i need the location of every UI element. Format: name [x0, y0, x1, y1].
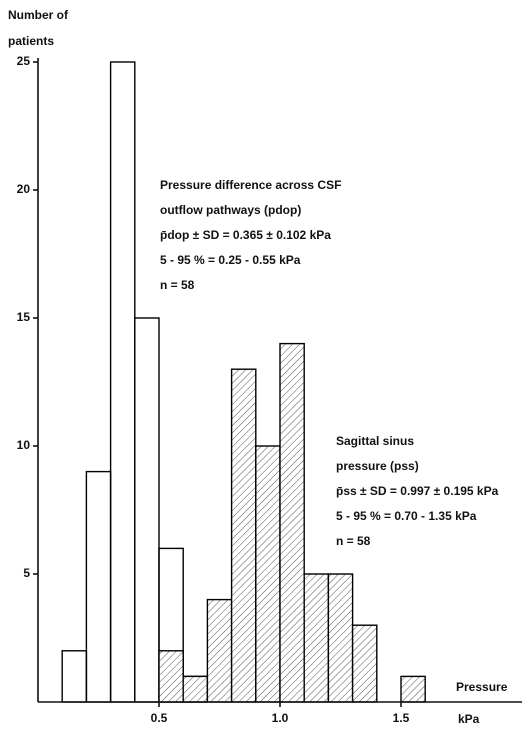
x-axis-label: kPa [458, 712, 480, 726]
histogram-bar [327, 573, 354, 703]
y-tick-label: 5 [23, 566, 30, 580]
histogram-bar [230, 368, 257, 703]
histogram-bar [255, 445, 281, 703]
annotation: Sagittal sinus [336, 434, 414, 448]
x-tick-label: 1.5 [393, 711, 410, 725]
annotation: n = 58 [160, 278, 195, 292]
histogram-bar [158, 650, 184, 703]
annotation: Pressure difference across CSF [160, 178, 341, 192]
annotation: p̄ss ± SD = 0.997 ± 0.195 kPa [336, 484, 499, 498]
histogram-bar [182, 675, 209, 703]
annotation: 5 - 95 % = 0.70 - 1.35 kPa [336, 509, 477, 523]
histogram-bar [85, 470, 112, 703]
y-tick-label: 25 [17, 54, 31, 68]
y-tick-label: 20 [17, 182, 31, 196]
histogram-bar [400, 675, 426, 703]
y-axis-label: Number of [8, 8, 69, 22]
x-tick-label: 0.5 [151, 711, 168, 725]
histogram-bar [61, 650, 88, 703]
x-tick-label: 1.0 [272, 711, 289, 725]
y-axis-label: patients [8, 34, 54, 48]
annotation: 5 - 95 % = 0.25 - 0.55 kPa [160, 253, 301, 267]
annotation: outflow pathways (pdop) [160, 203, 301, 217]
annotation: n = 58 [336, 534, 371, 548]
y-tick-label: 10 [17, 438, 31, 452]
y-tick-label: 15 [17, 310, 31, 324]
histogram-bar [109, 61, 136, 703]
histogram-bar [206, 598, 233, 703]
annotation: pressure (pss) [336, 459, 419, 473]
histogram-bar [303, 573, 330, 703]
histogram-bar [279, 342, 305, 703]
histogram-bar [134, 317, 160, 703]
annotation: p̄dop ± SD = 0.365 ± 0.102 kPa [160, 228, 331, 242]
histogram-bar [351, 624, 378, 703]
x-axis-label: Pressure [456, 680, 508, 694]
